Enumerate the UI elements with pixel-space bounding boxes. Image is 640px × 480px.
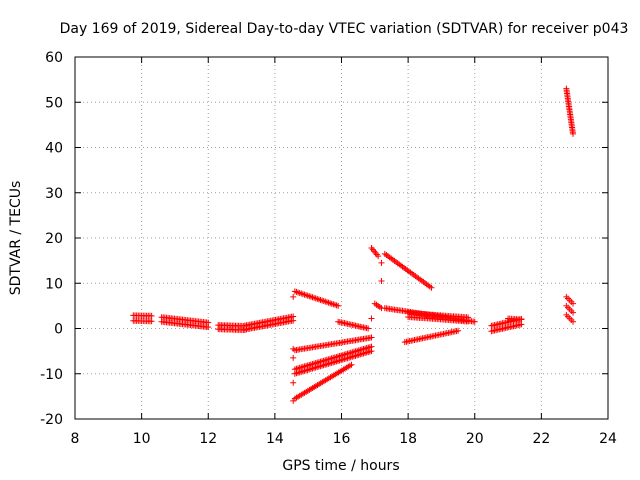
x-tick-labels: 8 10 12 14 16 18 20 22 24 <box>71 431 617 447</box>
y-tick-label: 50 <box>45 95 63 111</box>
data-point <box>375 253 382 260</box>
x-tick-label: 18 <box>399 431 417 447</box>
data-point <box>348 361 355 368</box>
data-point <box>471 318 478 325</box>
data-point <box>570 300 577 307</box>
x-tick-label: 16 <box>333 431 351 447</box>
data-point <box>365 325 372 332</box>
axis-ticks <box>74 56 609 420</box>
grid-lines <box>75 57 608 419</box>
data-point <box>290 379 297 386</box>
x-axis-label: GPS time / hours <box>282 458 399 474</box>
y-tick-label: -20 <box>40 412 63 428</box>
data-point <box>290 345 297 352</box>
data-point <box>378 277 385 284</box>
chart-title: Day 169 of 2019, Sidereal Day-to-day VTE… <box>60 21 629 37</box>
data-point <box>368 343 375 350</box>
data-point <box>455 327 462 334</box>
data-point <box>428 284 435 291</box>
y-tick-label: 60 <box>45 50 63 66</box>
data-point <box>290 354 297 361</box>
x-tick-label: 14 <box>266 431 284 447</box>
x-tick-label: 22 <box>532 431 550 447</box>
data-point <box>465 314 472 321</box>
data-point <box>290 293 297 300</box>
data-point <box>570 309 577 316</box>
data-point <box>290 313 297 320</box>
y-tick-label: 10 <box>45 276 63 292</box>
data-point <box>368 315 375 322</box>
data-point <box>570 318 577 325</box>
data-point <box>378 259 385 266</box>
x-tick-label: 10 <box>133 431 151 447</box>
y-tick-label: 0 <box>54 322 63 338</box>
data-point <box>148 312 155 319</box>
data-point <box>290 397 297 404</box>
data-point <box>368 334 375 341</box>
y-tick-label: -10 <box>40 367 63 383</box>
y-tick-labels: -20 -10 0 10 20 30 40 50 60 <box>40 50 63 428</box>
data-points <box>130 85 577 404</box>
data-point <box>148 318 155 325</box>
y-tick-label: 20 <box>45 231 63 247</box>
x-tick-label: 20 <box>466 431 484 447</box>
x-tick-label: 24 <box>599 431 617 447</box>
y-tick-label: 30 <box>45 186 63 202</box>
y-tick-label: 40 <box>45 141 63 157</box>
x-tick-label: 12 <box>199 431 217 447</box>
y-axis-label: SDTVAR / TECUs <box>8 181 24 296</box>
data-point <box>335 302 342 309</box>
data-point <box>518 316 525 323</box>
x-tick-label: 8 <box>71 431 80 447</box>
data-point <box>205 319 212 326</box>
data-point <box>570 130 577 137</box>
